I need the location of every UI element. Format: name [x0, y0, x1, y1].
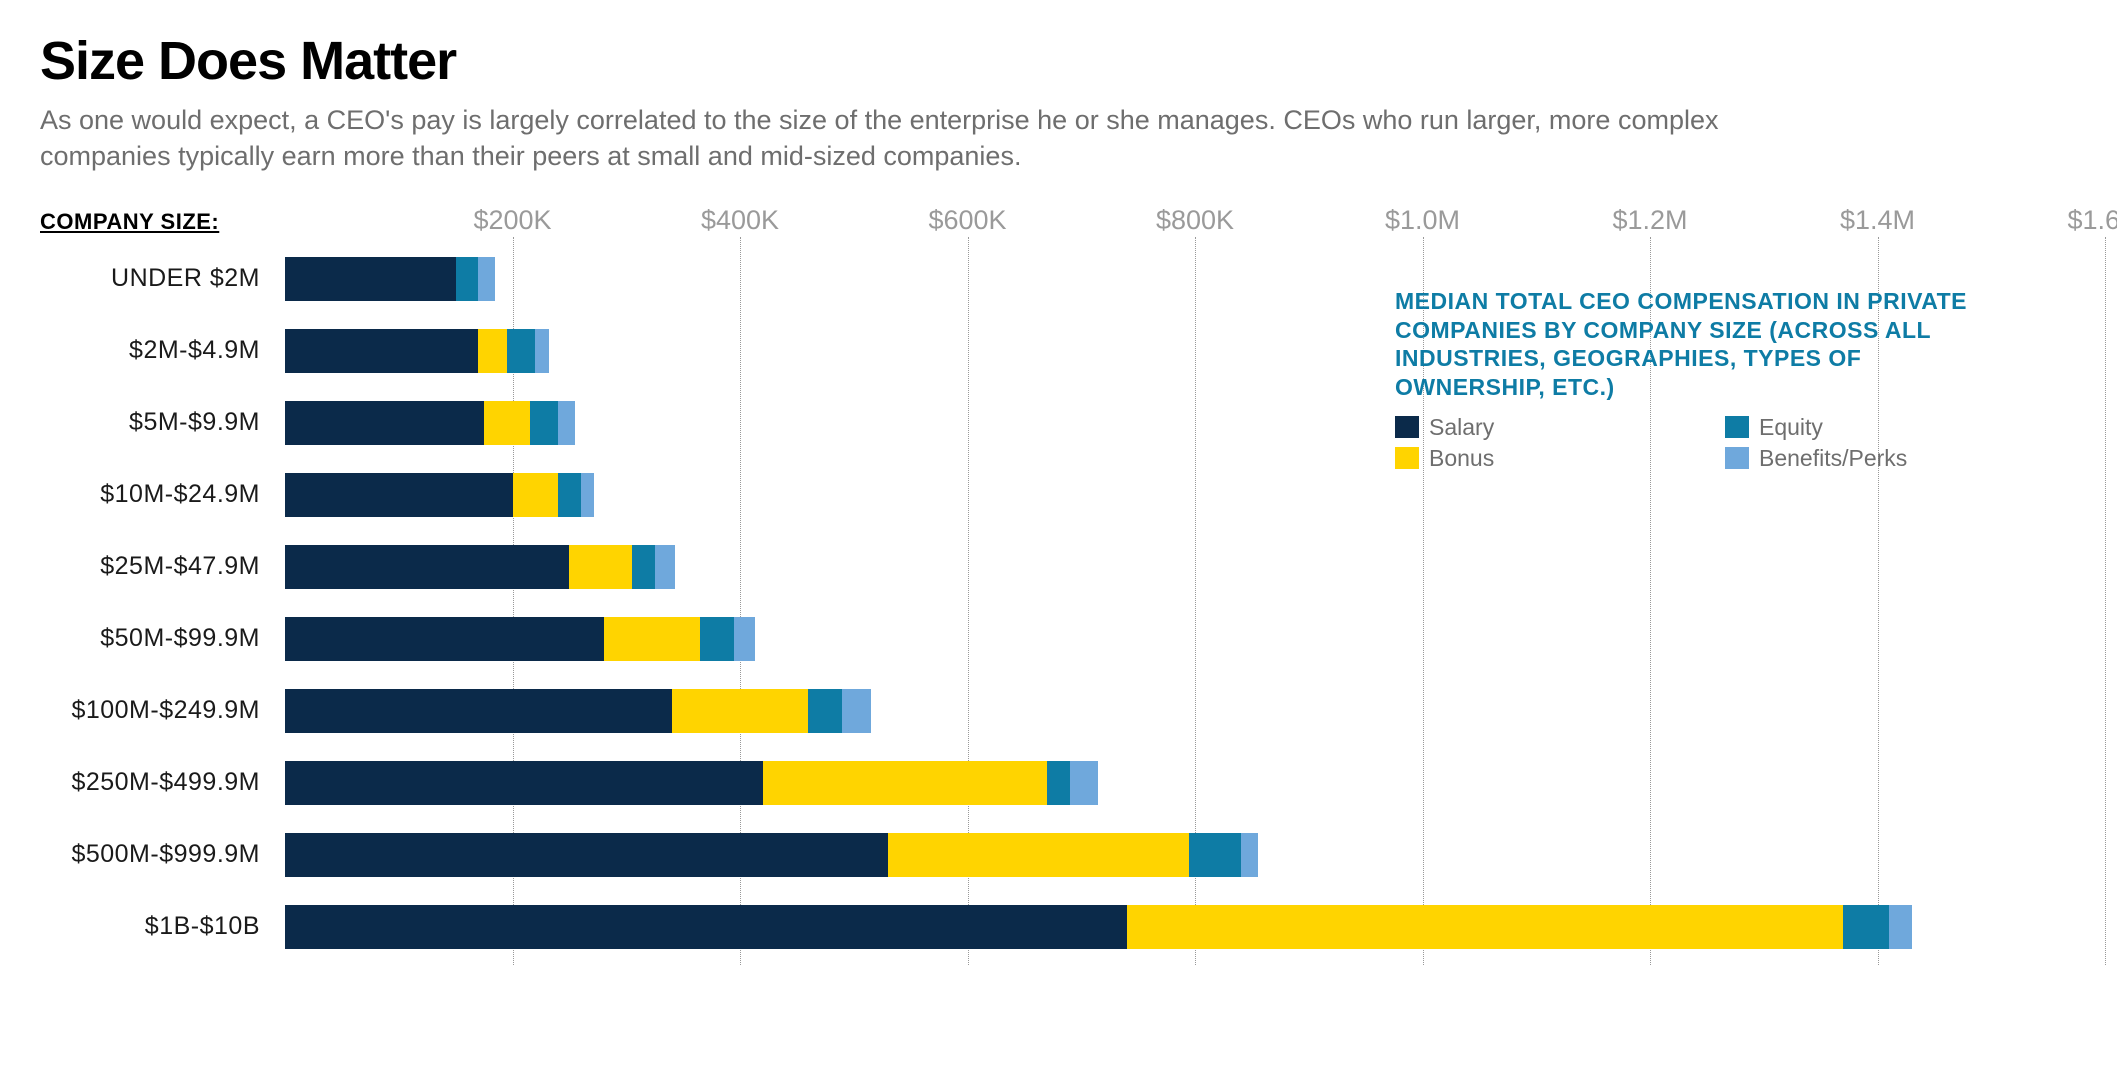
x-tick-label: $1.6M [2067, 205, 2117, 236]
bar-segment-benefits [478, 257, 495, 301]
row-label: $5M-$9.9M [129, 408, 285, 437]
bar-segment-benefits [581, 473, 595, 517]
bar-segment-salary [285, 473, 513, 517]
bar-segment-benefits [1241, 833, 1258, 877]
bar-row: $500M-$999.9M [285, 833, 2077, 877]
bar-segment-equity [1843, 905, 1889, 949]
bar-segment-bonus [1127, 905, 1844, 949]
x-tick-label: $200K [473, 205, 551, 236]
bar-segment-benefits [842, 689, 870, 733]
bar-segment-equity [808, 689, 842, 733]
legend-swatch [1725, 416, 1749, 438]
axis-header: COMPANY SIZE: $200K $400K $600K $800K $1.0M $… [40, 205, 2077, 245]
legend-label: Benefits/Perks [1759, 445, 1907, 472]
bar-segment-equity [632, 545, 655, 589]
plot-area: UNDER $2M$2M-$4.9M$5M-$9.9M$10M-$24.9M$2… [285, 245, 2077, 965]
bar-segment-equity [507, 329, 535, 373]
row-label: $1B-$10B [145, 912, 285, 941]
legend: MEDIAN TOTAL CEO COMPENSATION IN PRIVATE… [1395, 287, 2015, 472]
bar-row: $1B-$10B [285, 905, 2077, 949]
legend-label: Salary [1429, 414, 1494, 441]
bar-row: $100M-$249.9M [285, 689, 2077, 733]
bar-segment-equity [1047, 761, 1070, 805]
bar-segment-equity [456, 257, 479, 301]
bar-stack [285, 689, 871, 733]
row-label: $250M-$499.9M [71, 768, 285, 797]
x-tick-label: $600K [928, 205, 1006, 236]
bar-segment-bonus [763, 761, 1047, 805]
chart-subtitle: As one would expect, a CEO's pay is larg… [40, 102, 1740, 175]
legend-item-bonus: Bonus [1395, 445, 1685, 472]
bar-segment-benefits [558, 401, 575, 445]
gridline [2105, 237, 2106, 965]
bar-segment-salary [285, 545, 569, 589]
x-tick-label: $1.4M [1840, 205, 1915, 236]
legend-item-equity: Equity [1725, 414, 2015, 441]
bar-segment-bonus [569, 545, 632, 589]
bar-segment-benefits [1070, 761, 1098, 805]
bar-segment-bonus [672, 689, 809, 733]
bar-segment-salary [285, 401, 484, 445]
row-label: $25M-$47.9M [100, 552, 285, 581]
bar-row: $25M-$47.9M [285, 545, 2077, 589]
bar-stack [285, 905, 1912, 949]
bar-segment-bonus [604, 617, 701, 661]
x-tick-label: $400K [701, 205, 779, 236]
bar-stack [285, 833, 1258, 877]
row-label: UNDER $2M [111, 264, 285, 293]
bar-segment-equity [700, 617, 734, 661]
legend-item-benefits: Benefits/Perks [1725, 445, 2015, 472]
legend-swatch [1725, 447, 1749, 469]
bar-segment-benefits [1889, 905, 1912, 949]
bar-segment-equity [558, 473, 581, 517]
row-label: $50M-$99.9M [100, 624, 285, 653]
legend-title: MEDIAN TOTAL CEO COMPENSATION IN PRIVATE… [1395, 287, 2015, 402]
bar-segment-bonus [484, 401, 530, 445]
bar-stack [285, 329, 549, 373]
x-tick-label: $1.0M [1385, 205, 1460, 236]
bar-segment-salary [285, 257, 456, 301]
bar-segment-salary [285, 761, 763, 805]
bar-stack [285, 761, 1098, 805]
row-label: $100M-$249.9M [71, 696, 285, 725]
bar-row: $10M-$24.9M [285, 473, 2077, 517]
row-label: $10M-$24.9M [100, 480, 285, 509]
x-tick-label: $1.2M [1612, 205, 1687, 236]
y-axis-label: COMPANY SIZE: [40, 209, 219, 235]
legend-label: Bonus [1429, 445, 1494, 472]
legend-swatch [1395, 416, 1419, 438]
bar-row: $250M-$499.9M [285, 761, 2077, 805]
bar-segment-bonus [888, 833, 1189, 877]
bar-segment-benefits [734, 617, 754, 661]
bar-segment-salary [285, 329, 478, 373]
legend-swatch [1395, 447, 1419, 469]
bar-segment-equity [530, 401, 558, 445]
bar-segment-bonus [478, 329, 506, 373]
bar-stack [285, 257, 495, 301]
bar-segment-benefits [655, 545, 675, 589]
bar-segment-salary [285, 905, 1127, 949]
bar-stack [285, 401, 575, 445]
x-tick-label: $800K [1156, 205, 1234, 236]
bar-stack [285, 473, 594, 517]
bar-stack [285, 617, 755, 661]
row-label: $2M-$4.9M [129, 336, 285, 365]
bar-row: $50M-$99.9M [285, 617, 2077, 661]
bar-segment-salary [285, 689, 672, 733]
chart-title: Size Does Matter [40, 30, 2077, 92]
bar-segment-benefits [535, 329, 549, 373]
legend-label: Equity [1759, 414, 1823, 441]
bar-segment-salary [285, 833, 888, 877]
bar-segment-salary [285, 617, 604, 661]
bar-segment-bonus [513, 473, 559, 517]
row-label: $500M-$999.9M [71, 840, 285, 869]
legend-item-salary: Salary [1395, 414, 1685, 441]
chart-container: COMPANY SIZE: $200K $400K $600K $800K $1.0M $… [40, 205, 2077, 965]
bar-stack [285, 545, 675, 589]
bar-segment-equity [1189, 833, 1240, 877]
